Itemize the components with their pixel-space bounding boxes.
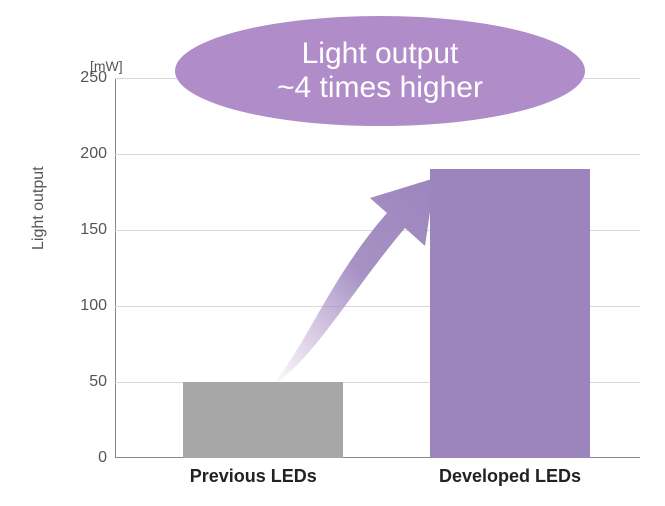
y-tick-label: 250: [67, 69, 107, 87]
bar-developed-leds: [430, 169, 590, 458]
category-label: Developed LEDs: [430, 466, 590, 487]
y-tick-label: 50: [67, 373, 107, 391]
y-tick-label: 100: [67, 297, 107, 315]
gridline: [115, 154, 640, 155]
highlight-callout: Light output ~4 times higher: [175, 16, 585, 126]
category-label: Previous LEDs: [173, 466, 333, 487]
y-tick-label: 0: [67, 449, 107, 467]
y-tick-label: 150: [67, 221, 107, 239]
y-axis-label: Light output: [30, 166, 48, 250]
y-axis: [115, 78, 116, 458]
y-tick-label: 200: [67, 145, 107, 163]
callout-line-1: Light output: [302, 37, 459, 72]
chart-area: 050100150200250 Previous LEDsDeveloped L…: [115, 78, 640, 458]
callout-line-2: ~4 times higher: [277, 71, 483, 106]
bar-previous-leds: [183, 382, 343, 458]
